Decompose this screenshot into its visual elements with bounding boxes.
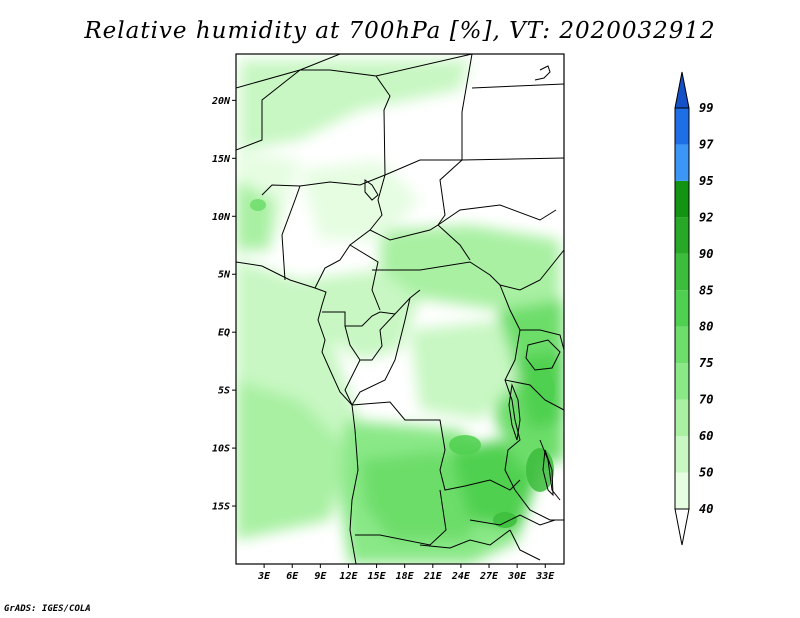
lon-tick-label: 24E <box>451 571 471 582</box>
colorbar-label: 80 <box>699 320 713 334</box>
lat-tick-label: 5N <box>218 270 231 281</box>
colorbar-segment <box>675 253 689 291</box>
colorbar-label: 75 <box>699 356 713 370</box>
colorbar-label: 90 <box>699 247 713 261</box>
colorbar-segment <box>675 326 689 364</box>
colorbar-label: 97 <box>699 137 714 151</box>
lat-tick-label: 15N <box>212 154 231 165</box>
colorbar-label: 40 <box>699 502 713 516</box>
colorbar-label: 95 <box>699 174 713 188</box>
colorbar-upper-arrow <box>674 71 690 109</box>
colorbar-label: 70 <box>699 393 713 407</box>
colorbar-segment <box>675 436 689 473</box>
lon-tick-label: 9E <box>314 571 327 582</box>
colorbar-segment <box>675 472 689 509</box>
lon-tick-label: 6E <box>286 571 299 582</box>
colorbar-outline <box>674 107 690 510</box>
latitude-axis: 20N 15N 10N 5N EQ 5S 10S 15S <box>211 96 236 513</box>
colorbar-lower-arrow <box>674 508 690 546</box>
colorbar-segment <box>675 180 689 218</box>
colorbar-label: 92 <box>699 210 713 224</box>
longitude-axis: 3E 6E 9E 12E 15E 18E 21E 24E 27E 30E 33E <box>257 564 555 582</box>
lon-tick-label: 21E <box>423 571 443 582</box>
colorbar-segment <box>675 363 689 400</box>
country-borders <box>236 54 564 564</box>
map-frame <box>235 53 565 565</box>
lat-tick-label: 20N <box>211 96 231 107</box>
lon-tick-label: 3E <box>257 571 271 582</box>
colorbar-segment <box>675 108 689 145</box>
colorbar-label: 99 <box>699 101 713 115</box>
lon-tick-label: 30E <box>507 571 527 582</box>
colorbar: 40 50 60 70 75 80 85 90 92 95 97 99 <box>674 71 714 546</box>
lat-tick-label: 10S <box>212 444 230 455</box>
colorbar-label: 85 <box>699 283 713 297</box>
colorbar-label: 50 <box>699 466 713 480</box>
colorbar-segment <box>675 144 689 181</box>
lon-tick-label: 18E <box>396 571 415 582</box>
grads-credit: GrADS: IGES/COLA <box>4 604 91 614</box>
colorbar-segment <box>675 217 689 254</box>
lon-tick-label: 15E <box>368 571 387 582</box>
lon-tick-label: 12E <box>339 571 358 582</box>
lon-tick-label: 33E <box>535 571 555 582</box>
colorbar-segment <box>675 290 689 327</box>
colorbar-label: 60 <box>699 429 713 443</box>
lat-tick-label: 5S <box>218 386 230 397</box>
lat-tick-label: 10N <box>212 212 231 223</box>
colorbar-segment <box>675 399 689 437</box>
map-title: Relative humidity at 700hPa [%], VT: 202… <box>84 18 716 44</box>
lon-tick-label: 27E <box>479 571 499 582</box>
lat-tick-label: 15S <box>212 502 230 513</box>
lat-tick-label: EQ <box>218 328 230 339</box>
